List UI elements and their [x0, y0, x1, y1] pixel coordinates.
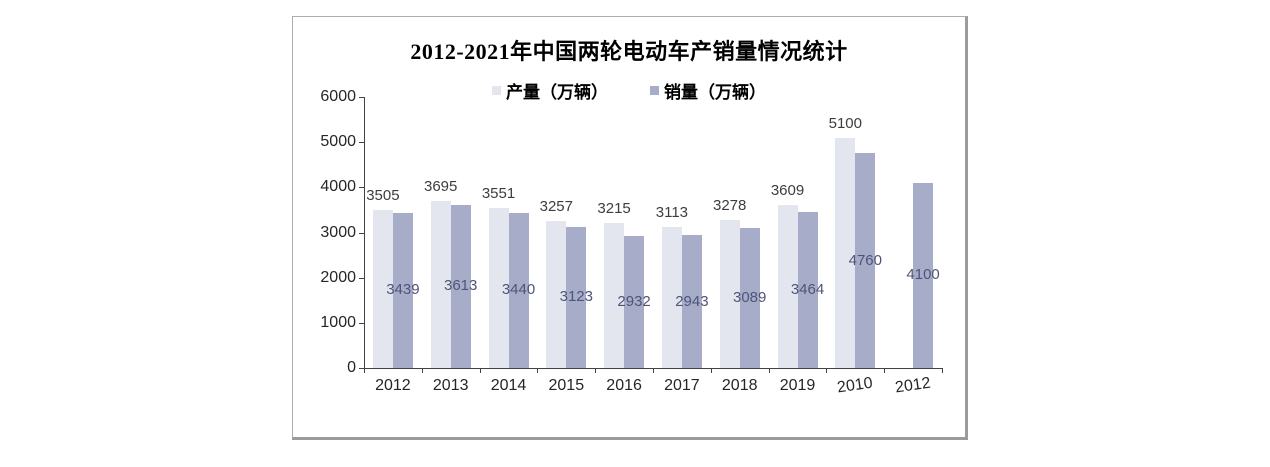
bar-production-2019: [777, 204, 798, 368]
legend-item-sales: 销量（万辆）: [650, 78, 766, 103]
x-axis-category-label: 2018: [721, 377, 758, 394]
bar-production-2017: [661, 227, 682, 368]
y-axis-tick-label: 6000: [320, 88, 356, 105]
x-axis-category-label: 2019: [779, 377, 816, 394]
y-axis-tick-label: 5000: [320, 133, 356, 151]
bar-sales-2012: [392, 212, 413, 368]
sales-value-label: 3440: [501, 281, 536, 299]
bar-sales-2019: [797, 211, 818, 368]
bar-production-2016: [604, 222, 625, 368]
y-axis-tick: [359, 322, 364, 324]
x-axis-category-label: 2016: [606, 377, 642, 394]
chart-legend: 产量（万辆） 销量（万辆）: [293, 78, 965, 103]
legend-label-sales: 销量（万辆）: [664, 83, 766, 102]
sales-value-label: 2943: [675, 292, 709, 310]
x-axis-tick: [710, 369, 712, 373]
x-axis-line: [364, 368, 943, 369]
y-axis-tick-label: 3000: [320, 223, 356, 241]
y-axis-line: [364, 97, 365, 369]
x-axis-tick: [768, 369, 770, 373]
y-axis-tick: [359, 142, 364, 144]
y-axis-tick-label: 4000: [320, 178, 356, 196]
x-axis-tick: [884, 369, 886, 373]
production-value-label: 3113: [655, 204, 689, 222]
bar-sales-2018: [739, 228, 760, 368]
x-axis-tick: [595, 369, 597, 373]
sales-value-label: 2932: [617, 292, 651, 310]
y-axis-tick-label: 1000: [320, 313, 356, 331]
bar-production-2018: [719, 219, 740, 368]
plot-area: 0 1000 2000 3000 4000 5000 6000 3505 3439 2012 369…: [293, 17, 965, 437]
bar-sales-2014: [508, 212, 529, 368]
y-axis-tick: [359, 277, 364, 279]
sales-value-label: 3464: [790, 280, 825, 298]
sales-value-label: 3123: [559, 288, 593, 306]
bar-sales-2015: [566, 226, 587, 368]
x-axis-category-label: 2010: [836, 374, 875, 397]
sales-value-label: 4760: [848, 251, 882, 269]
bar-production-2012: [372, 209, 393, 368]
production-value-label: 3278: [713, 196, 747, 214]
x-axis-category-label: 2012: [375, 377, 411, 394]
x-axis-tick: [653, 369, 654, 373]
bar-production-2013: [430, 201, 451, 368]
bar-sales-2013: [450, 204, 471, 368]
bar-sales-2017: [681, 235, 702, 368]
production-value-label: 3215: [597, 199, 631, 217]
chart-title: 2012-2021年中国两轮电动车产销量情况统计: [410, 39, 848, 64]
production-value-label: 3609: [770, 181, 805, 199]
production-value-label: 3505: [366, 186, 400, 204]
chart-container: 2012-2021年中国两轮电动车产销量情况统计 产量（万辆） 销量（万辆） 0…: [292, 16, 968, 440]
sales-value-label: 4100: [906, 266, 940, 284]
x-axis-category-label: 2013: [432, 377, 469, 394]
bar-production-2014: [488, 207, 509, 368]
y-axis-tick-label: 0: [347, 359, 356, 376]
y-axis-tick: [359, 97, 364, 98]
sales-value-label: 3089: [733, 289, 767, 307]
bar-production-2015: [546, 220, 567, 368]
bar-production-2010: [835, 137, 856, 368]
x-axis-tick: [826, 369, 828, 373]
legend-item-production: 产量（万辆）: [492, 78, 608, 103]
production-swatch-icon: [492, 86, 501, 95]
production-value-label: 3257: [539, 197, 573, 215]
production-value-label: 5100: [828, 114, 862, 132]
bar-sales-2012: [913, 182, 934, 368]
production-value-label: 3551: [481, 184, 516, 202]
x-axis-category-label: 2014: [490, 377, 527, 394]
y-axis-tick: [359, 232, 364, 234]
bar-sales-2016: [624, 235, 645, 368]
x-axis-category-label: 2015: [548, 377, 585, 394]
production-value-label: 3695: [424, 178, 458, 196]
legend-label-production: 产量（万辆）: [506, 83, 608, 102]
y-axis-tick-label: 2000: [320, 268, 356, 286]
x-axis-category-label: 2017: [664, 377, 700, 394]
x-axis-category-label: 2012: [894, 374, 932, 397]
sales-value-label: 3613: [444, 277, 478, 295]
x-axis-tick: [364, 369, 365, 373]
y-axis-tick: [359, 368, 364, 369]
y-axis-tick: [359, 187, 364, 189]
x-axis-tick: [942, 369, 943, 373]
x-axis-tick: [537, 369, 539, 373]
sales-swatch-icon: [650, 86, 659, 95]
x-axis-tick: [421, 369, 423, 373]
x-axis-tick: [479, 369, 481, 373]
bar-sales-2010: [855, 153, 876, 368]
sales-value-label: 3439: [386, 281, 420, 299]
